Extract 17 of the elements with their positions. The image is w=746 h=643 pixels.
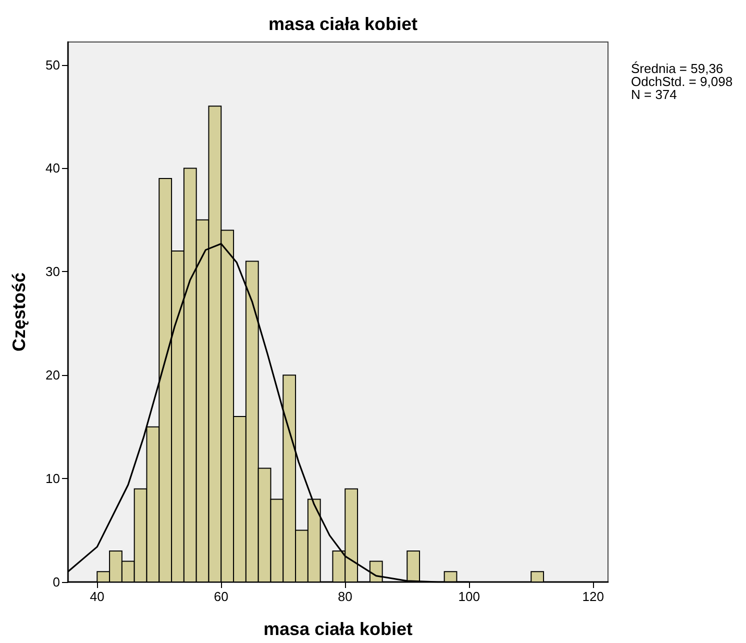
x-tick-label: 80 [338,589,352,604]
text: N = 374 [631,87,677,102]
text: OdchStd. = 9,098 [631,74,733,89]
x-tick-label: 100 [458,589,480,604]
y-tick-label: 40 [46,160,60,176]
text: Średnia = 59,36 [631,61,724,76]
y-tick-label: 20 [46,368,60,383]
x-tick-label: 40 [90,589,104,604]
x-axis-title: masa ciała kobiet [263,619,413,639]
y-tick-label: 10 [46,471,60,486]
x-tick-label: 60 [214,589,228,604]
y-tick-label: 50 [46,57,60,72]
x-tick-label: 120 [582,589,604,604]
chart-title: masa ciała kobiet [268,14,418,34]
y-axis-title: Częstość [9,272,29,352]
y-tick-label: 0 [52,574,60,590]
y-tick-label: 30 [46,264,60,280]
